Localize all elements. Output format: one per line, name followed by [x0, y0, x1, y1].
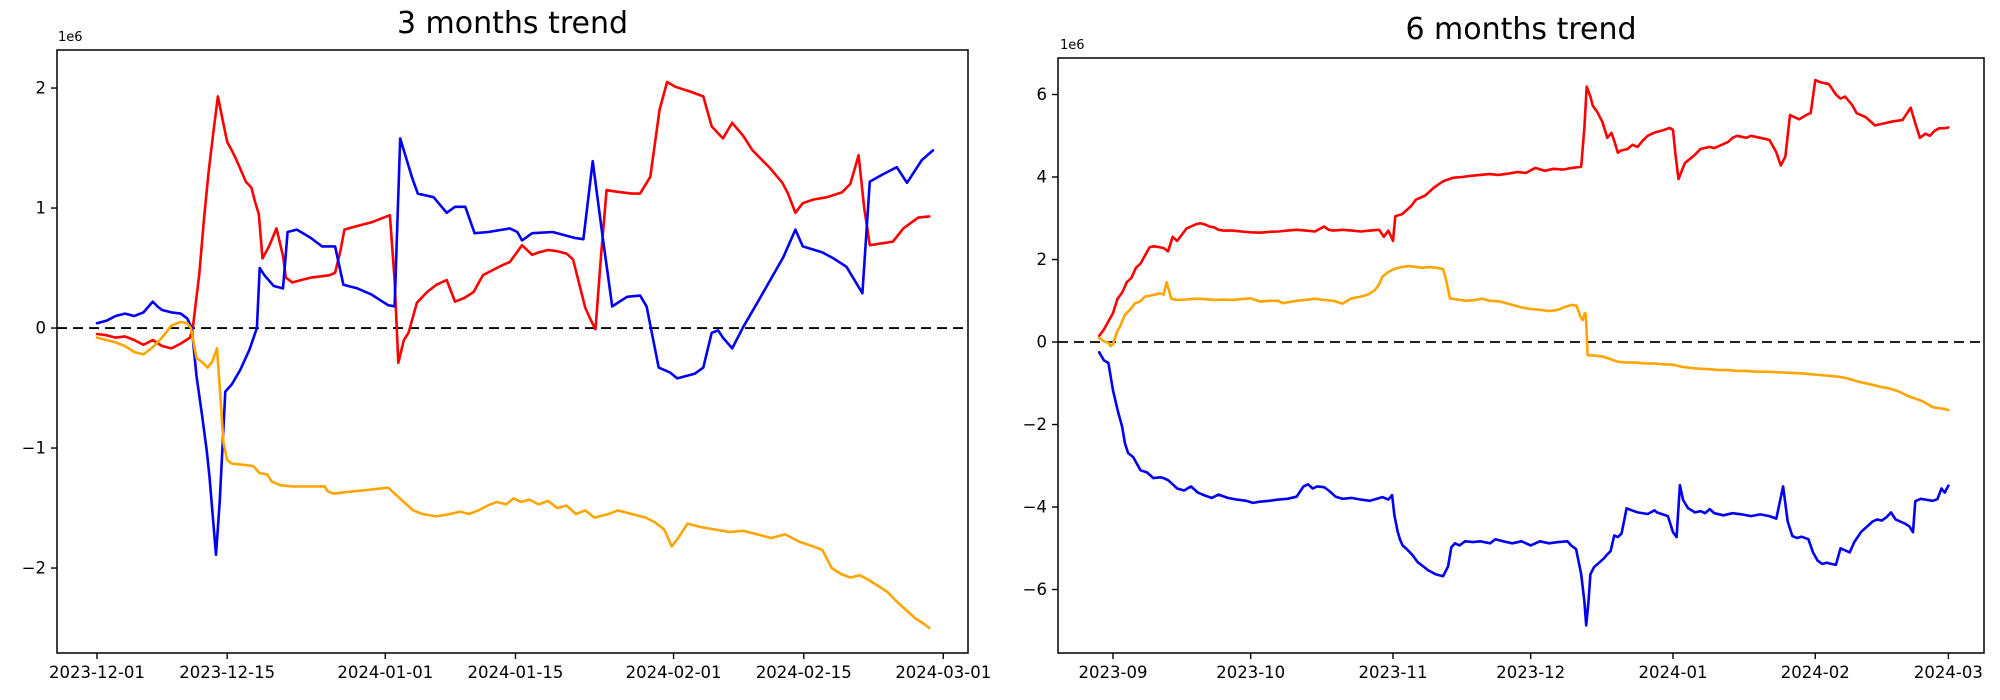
- series-red-line: [1097, 78, 1950, 338]
- y-axis-tick-label: 6: [1037, 85, 1048, 104]
- y-axis-tick-label: 0: [1037, 333, 1048, 352]
- x-axis-tick-label: 2024-03: [1914, 663, 1983, 682]
- x-axis-tick-label: 2024-03-01: [895, 663, 991, 682]
- x-axis-tick-label: 2023-12-01: [49, 663, 145, 682]
- y-axis-tick-label: 1: [36, 199, 47, 218]
- y-axis-tick-label: −4: [1023, 498, 1047, 517]
- x-axis-tick-label: 2023-12: [1496, 663, 1565, 682]
- series-red-line: [95, 80, 931, 365]
- left-axis-offset-label: 1e6: [58, 30, 83, 45]
- y-axis-tick-label: 4: [1037, 168, 1048, 187]
- plot-border: [1057, 57, 1985, 654]
- right-axis-offset-label: 1e6: [1060, 38, 1085, 53]
- plot-border: [56, 49, 969, 654]
- series-blue-line: [95, 137, 935, 557]
- x-axis-tick-label: 2024-02-01: [626, 663, 722, 682]
- x-axis-tick-label: 2023-11: [1359, 663, 1428, 682]
- x-axis-tick-label: 2023-09: [1079, 663, 1148, 682]
- x-axis-tick-label: 2024-01: [1639, 663, 1708, 682]
- right-chart-title: 6 months trend: [1405, 12, 1637, 47]
- y-axis-tick-label: −2: [1023, 415, 1047, 434]
- y-axis-tick-label: 2: [36, 79, 47, 98]
- x-axis-tick-label: 2024-02: [1781, 663, 1850, 682]
- y-axis-tick-label: −6: [1023, 580, 1047, 599]
- left-chart-svg: 2023-12-01 2023-12-15 2024-01-01 2024-01-15…: [22, 49, 991, 682]
- y-axis-tick-label: 0: [36, 319, 47, 338]
- x-axis-tick-label: 2023-12-15: [179, 663, 275, 682]
- x-axis-tick-label: 2023-10: [1216, 663, 1285, 682]
- series-orange-line: [1097, 264, 1950, 412]
- y-axis-tick-label: −2: [22, 559, 46, 578]
- y-axis-tick-label: 2: [1037, 250, 1048, 269]
- series-blue-line: [1097, 351, 1950, 627]
- x-axis-tick-label: 2024-02-15: [756, 663, 852, 682]
- x-axis-tick-label: 2024-01-15: [468, 663, 564, 682]
- x-axis-tick-label: 2024-01-01: [337, 663, 433, 682]
- series-orange-line: [95, 320, 931, 630]
- left-chart-title: 3 months trend: [396, 6, 629, 41]
- y-axis-tick-label: −1: [22, 439, 46, 458]
- right-chart-svg: 2023-09 2023-10 2023-11 2023-12 2024-01 2024-…: [1023, 57, 1985, 682]
